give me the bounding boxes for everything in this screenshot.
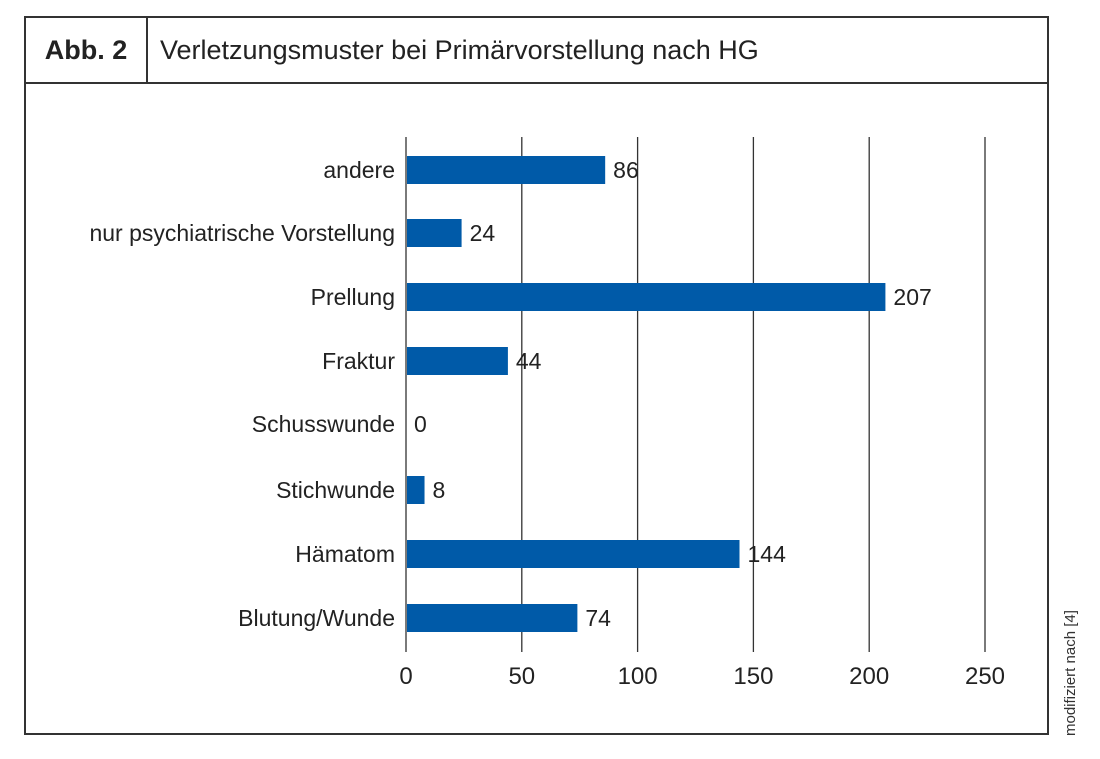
data-label: 144 [748,541,787,567]
x-tick-label: 50 [508,663,535,690]
category-label: Blutung/Wunde [238,605,395,631]
figure-frame: Abb. 2 Verletzungsmuster bei Primärvorst… [24,16,1049,735]
x-tick-label: 250 [965,663,1005,690]
category-label: Stichwunde [276,477,395,503]
category-label: Hämatom [295,541,395,567]
data-label: 0 [414,411,427,437]
figure-label: Abb. 2 [26,18,148,82]
bar [407,156,606,184]
data-label: 44 [516,348,542,374]
bar [407,283,886,311]
x-tick-label: 0 [399,663,412,690]
x-tick-label: 150 [733,663,773,690]
x-tick-label: 100 [618,663,658,690]
category-label: Schusswunde [252,411,395,437]
bar [407,604,578,632]
data-label: 24 [470,220,496,246]
bar [407,347,508,375]
figure-title: Verletzungsmuster bei Primärvorstellung … [160,35,759,65]
bar [407,540,740,568]
bar [407,219,462,247]
data-label: 86 [613,157,639,183]
category-label: andere [323,157,395,183]
x-tick-label: 200 [849,663,889,690]
source-note: modifiziert nach [4] [1062,610,1079,736]
figure-header: Abb. 2 Verletzungsmuster bei Primärvorst… [26,18,1047,84]
data-label: 207 [893,284,931,310]
category-label: Prellung [311,284,395,310]
data-label: 8 [433,477,446,503]
bar [407,476,425,504]
category-label: nur psychiatrische Vorstellung [89,220,395,246]
category-label: Fraktur [322,348,395,374]
data-label: 74 [585,605,611,631]
